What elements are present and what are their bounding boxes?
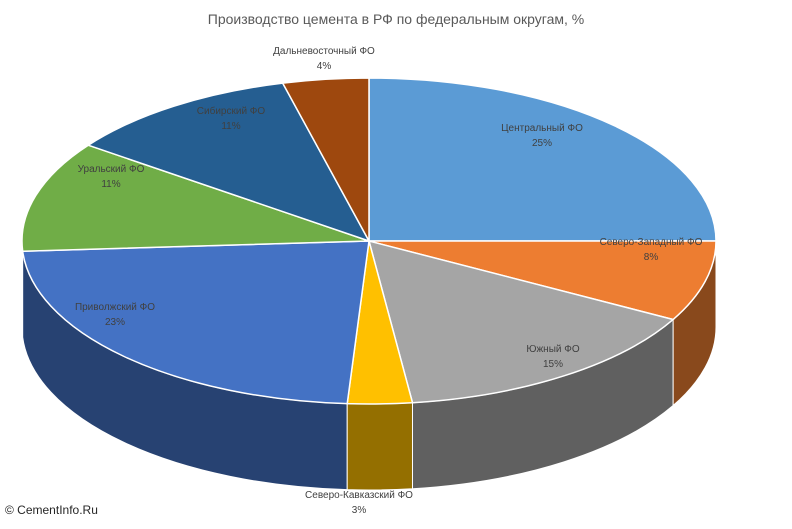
slice-label-name-5: Уральский ФО bbox=[78, 164, 145, 175]
slice-label-name-2: Южный ФО bbox=[526, 344, 579, 355]
slice-label-value-2: 15% bbox=[543, 359, 563, 370]
slice-label-name-4: Приволжский ФО bbox=[75, 302, 155, 313]
pie-slice-7 bbox=[281, 77, 370, 242]
pie-slice-6 bbox=[86, 82, 371, 243]
slice-label-name-1: Северо-Западный ФО bbox=[600, 237, 703, 248]
pie-sides bbox=[21, 240, 717, 491]
watermark: © CementInfo.Ru bbox=[5, 503, 98, 517]
slice-label-value-4: 23% bbox=[105, 317, 125, 328]
pie-slice-0 bbox=[368, 77, 717, 242]
pie-tops bbox=[21, 77, 717, 405]
slice-label-name-7: Дальневосточный ФО bbox=[273, 46, 375, 57]
slice-label-value-7: 4% bbox=[317, 61, 332, 72]
slice-label-value-3: 3% bbox=[352, 505, 367, 516]
slice-label-value-1: 8% bbox=[644, 252, 659, 263]
pie-slice-2 bbox=[367, 239, 675, 404]
pie-side-3 bbox=[346, 402, 413, 491]
pie-slice-4 bbox=[21, 240, 370, 405]
slice-label-name-0: Центральный ФО bbox=[501, 123, 583, 134]
chart-title: Производство цемента в РФ по федеральным… bbox=[207, 11, 585, 27]
pie-slice-1 bbox=[368, 240, 717, 321]
pie-slice-5 bbox=[21, 144, 370, 252]
slice-label-value-0: 25% bbox=[532, 138, 552, 149]
slice-label-name-6: Сибирский ФО bbox=[197, 105, 266, 117]
slice-label-value-5: 11% bbox=[101, 179, 120, 190]
pie-labels: Центральный ФО 25% Северо-Западный ФО 8% Южн… bbox=[75, 46, 703, 516]
slice-label-name-3: Северо-Кавказский ФО bbox=[305, 490, 413, 501]
slice-label-value-6: 11% bbox=[221, 121, 240, 132]
